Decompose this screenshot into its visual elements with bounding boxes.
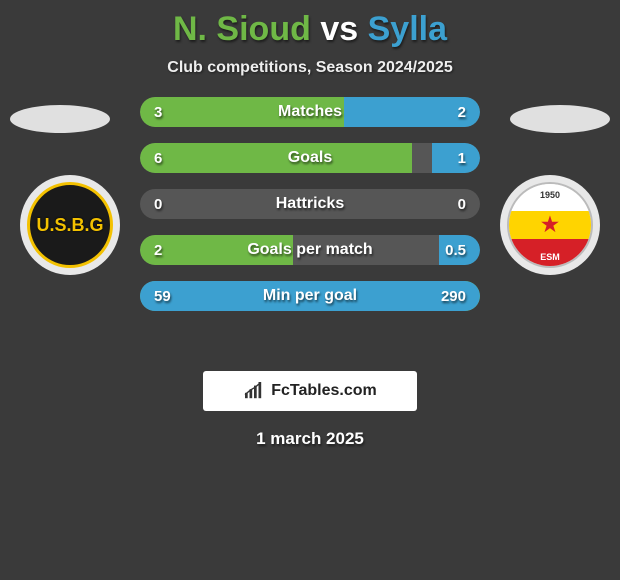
player1-platform: [10, 105, 110, 133]
team2-logo: ★ 1950 ESM: [500, 175, 600, 275]
comparison-title: N. Sioud vs Sylla: [0, 0, 620, 49]
team2-year: 1950: [540, 190, 560, 200]
comparison-date: 1 march 2025: [0, 429, 620, 449]
stat-row: Min per goal59 290: [140, 281, 480, 311]
team1-logo: U.S.B.G: [20, 175, 120, 275]
team1-badge: U.S.B.G: [27, 182, 113, 268]
player2-platform: [510, 105, 610, 133]
stat-value-left: 6: [154, 143, 162, 173]
stat-bars: Matches3 2 Goals6 1 Hattricks0 0 Goals per mat…: [140, 97, 480, 327]
branding-badge: FcTables.com: [203, 371, 417, 411]
stat-value-right: 290: [441, 281, 466, 311]
stat-value-right: 0.5: [445, 235, 466, 265]
stat-label: Min per goal: [140, 281, 480, 311]
stat-row: Hattricks0 0: [140, 189, 480, 219]
subtitle: Club competitions, Season 2024/2025: [0, 59, 620, 77]
stat-label: Hattricks: [140, 189, 480, 219]
stat-row: Goals per match2 0.5: [140, 235, 480, 265]
player2-name: Sylla: [368, 10, 447, 48]
chart-icon: [243, 382, 265, 400]
team2-badge: ★ 1950 ESM: [507, 182, 593, 268]
stat-label: Goals: [140, 143, 480, 173]
branding-text: FcTables.com: [271, 382, 377, 400]
stat-value-right: 1: [458, 143, 466, 173]
stat-row: Goals6 1: [140, 143, 480, 173]
stat-label: Goals per match: [140, 235, 480, 265]
stat-row: Matches3 2: [140, 97, 480, 127]
team1-abbr: U.S.B.G: [36, 215, 103, 236]
vs-text: vs: [320, 10, 358, 48]
star-icon: ★: [541, 212, 559, 237]
stat-value-right: 2: [458, 97, 466, 127]
stat-value-left: 2: [154, 235, 162, 265]
stat-value-right: 0: [458, 189, 466, 219]
player1-name: N. Sioud: [173, 10, 311, 48]
stat-label: Matches: [140, 97, 480, 127]
stat-value-left: 3: [154, 97, 162, 127]
team2-abbr: ESM: [540, 252, 560, 262]
stat-value-left: 59: [154, 281, 171, 311]
stat-value-left: 0: [154, 189, 162, 219]
comparison-stage: U.S.B.G ★ 1950 ESM Matches3 2 Goals6 1 Hattr…: [0, 97, 620, 357]
